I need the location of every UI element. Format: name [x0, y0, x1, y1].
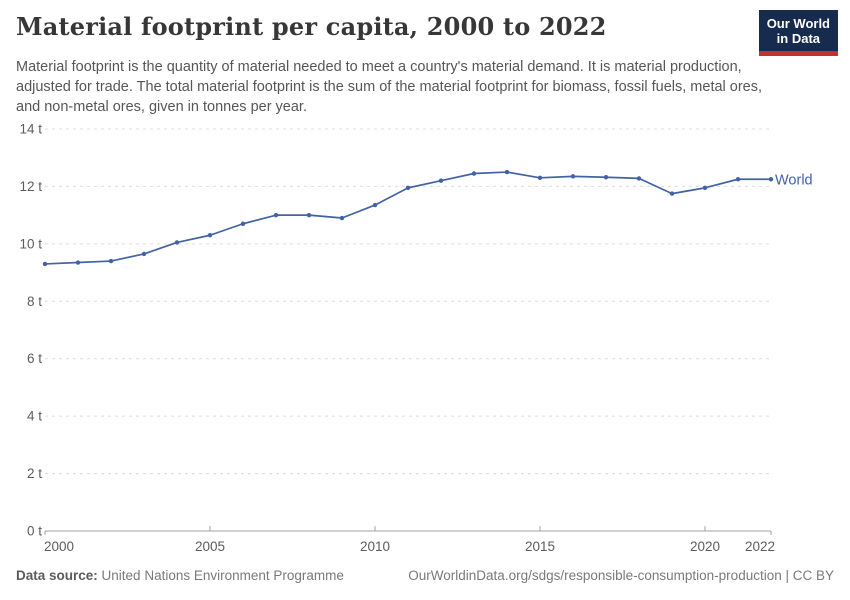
owid-logo-line1: Our World	[766, 16, 830, 31]
x-axis-tick-label: 2010	[360, 539, 390, 554]
data-point[interactable]	[438, 178, 444, 183]
x-axis-tick-label: 2015	[525, 539, 555, 554]
x-axis-tick-label: 2000	[44, 539, 74, 554]
page-title: Material footprint per capita, 2000 to 2…	[16, 12, 607, 41]
data-point[interactable]	[141, 251, 147, 257]
data-point[interactable]	[636, 176, 642, 181]
y-axis-tick-label: 2 t	[27, 466, 42, 481]
data-source-label: Data source:	[16, 568, 98, 583]
data-point[interactable]	[405, 185, 411, 191]
data-point[interactable]	[42, 261, 48, 267]
chart-subtitle: Material footprint is the quantity of ma…	[16, 59, 763, 115]
data-source: Data source: United Nations Environment …	[16, 568, 344, 583]
chart-footer: Data source: United Nations Environment …	[16, 568, 834, 583]
data-point[interactable]	[273, 212, 279, 218]
data-point[interactable]	[108, 258, 114, 264]
data-point[interactable]	[570, 174, 576, 179]
y-axis-tick-label: 14 t	[19, 122, 42, 137]
y-axis-tick-label: 4 t	[27, 409, 42, 424]
y-axis-tick-label: 0 t	[27, 524, 42, 539]
x-axis-tick-label: 2005	[195, 539, 225, 554]
data-point[interactable]	[306, 212, 312, 218]
data-point[interactable]	[768, 177, 774, 182]
series-end-label[interactable]: World	[775, 172, 813, 188]
attribution-link[interactable]: OurWorldinData.org/sdgs/responsible-cons…	[408, 568, 834, 583]
data-point[interactable]	[174, 240, 180, 245]
y-axis-tick-label: 12 t	[19, 179, 42, 194]
data-point[interactable]	[471, 171, 477, 176]
data-point[interactable]	[75, 260, 81, 265]
data-point[interactable]	[669, 191, 675, 196]
x-axis-tick-label: 2020	[690, 539, 720, 554]
data-point[interactable]	[603, 175, 609, 180]
data-point[interactable]	[339, 215, 345, 221]
y-axis-tick-label: 10 t	[19, 236, 42, 251]
data-point[interactable]	[240, 221, 246, 226]
x-axis-tick-label: 2022	[745, 539, 775, 554]
data-source-value: United Nations Environment Programme	[101, 568, 344, 583]
owid-logo[interactable]: Our World in Data	[758, 10, 838, 56]
data-point[interactable]	[504, 169, 510, 175]
y-axis-tick-label: 8 t	[27, 294, 42, 309]
data-point[interactable]	[207, 233, 213, 238]
line-chart[interactable]: 0 t 2 t 4 t 6 t 8 t 10 t 12 t 14 t 2000 2005 2010 2…	[0, 115, 850, 560]
data-point[interactable]	[735, 177, 741, 182]
data-point[interactable]	[702, 185, 708, 191]
data-point[interactable]	[372, 202, 378, 208]
data-point[interactable]	[537, 175, 543, 181]
line-chart-canvas[interactable]: 0 t 2 t 4 t 6 t 8 t 10 t 12 t 14 t 2000 2005 2010 2…	[0, 115, 850, 560]
owid-logo-line2: in Data	[776, 31, 821, 46]
y-axis-tick-label: 6 t	[27, 351, 42, 366]
